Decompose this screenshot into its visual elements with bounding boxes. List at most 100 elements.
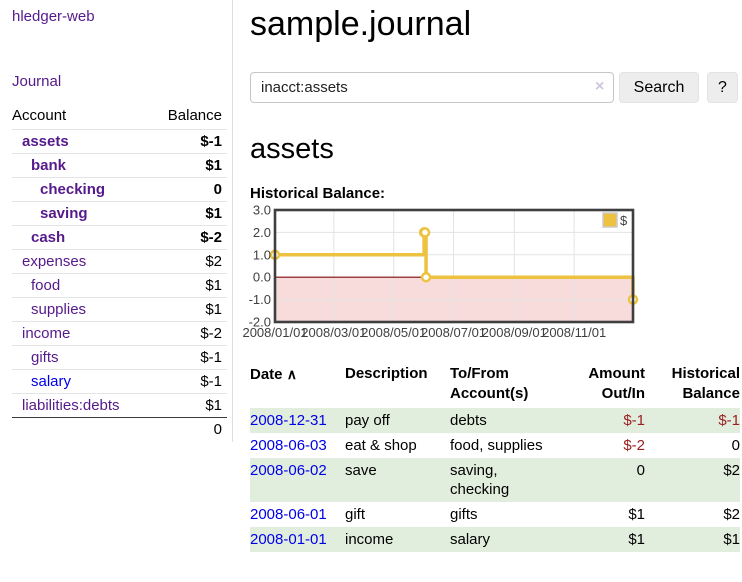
register-header-accounts[interactable]: To/From Account(s) <box>450 365 529 402</box>
accounts-header-row: Account Balance <box>12 103 227 130</box>
accounts-total-row: 0 <box>12 417 227 441</box>
account-row: cash $-2 <box>12 225 227 250</box>
y-tick-label: 0.0 <box>253 270 271 285</box>
account-row: expenses $2 <box>12 249 227 274</box>
transaction-balance: $2 <box>723 506 740 523</box>
legend-swatch-icon <box>602 212 618 228</box>
accounts-total-value: 0 <box>150 417 227 441</box>
register-row: 2008-01-01 income salary $1 $1 <box>250 527 740 552</box>
account-link[interactable]: supplies <box>31 301 87 318</box>
transaction-accounts: debts <box>450 412 487 429</box>
register-row: 2008-12-31 pay off debts $-1 $-1 <box>250 408 740 433</box>
account-row: saving $1 <box>12 201 227 226</box>
register-header-description[interactable]: Description <box>345 365 428 382</box>
clear-search-icon[interactable]: × <box>595 78 605 95</box>
transaction-description: income <box>345 531 394 548</box>
transaction-description: save <box>345 462 377 479</box>
register-header-date[interactable]: Date ∧ <box>250 366 297 383</box>
account-link[interactable]: saving <box>40 205 88 222</box>
register-header-balance[interactable]: Historical Balance <box>671 365 740 402</box>
sidebar: hledger-web Journal Account Balance asse… <box>0 0 233 442</box>
transaction-amount: $1 <box>628 531 645 548</box>
account-heading: assets <box>250 133 334 165</box>
account-row: assets $-1 <box>12 129 227 154</box>
transaction-date-link[interactable]: 2008-01-01 <box>250 531 327 548</box>
transaction-amount: $1 <box>628 506 645 523</box>
historical-balance-chart: $ 3.0 2.0 1.0 0.0 -1.0 -2.0 2008/01/012008/03… <box>242 203 639 340</box>
transaction-date-link[interactable]: 2008-06-03 <box>250 437 327 454</box>
transaction-description: gift <box>345 506 366 523</box>
account-balance: $1 <box>150 273 227 298</box>
account-balance: $1 <box>150 393 227 418</box>
search-button[interactable]: Search <box>619 72 699 103</box>
account-balance: $1 <box>150 297 227 322</box>
transaction-date-link[interactable]: 2008-06-02 <box>250 462 327 479</box>
transaction-description: eat & shop <box>345 437 417 454</box>
account-link[interactable]: bank <box>31 157 67 174</box>
y-tick-label: 3.0 <box>253 203 271 218</box>
brand-link[interactable]: hledger-web <box>12 8 95 25</box>
sidebar-item-journal[interactable]: Journal <box>12 73 62 90</box>
account-link[interactable]: income <box>22 325 71 342</box>
chart-x-axis-labels: 2008/01/012008/03/012008/05/012008/07/01… <box>242 325 606 340</box>
account-link[interactable]: cash <box>31 229 66 246</box>
transaction-balance: 0 <box>731 437 740 454</box>
x-tick-label: 2008/05/01 <box>361 325 426 340</box>
legend-label: $ <box>620 213 628 228</box>
account-balance: $-1 <box>150 129 227 154</box>
account-balance: $1 <box>150 153 227 178</box>
register-table: Date ∧ Description To/From Account(s) Am… <box>250 362 740 552</box>
x-tick-label: 2008/11/01 <box>542 325 606 340</box>
account-link[interactable]: checking <box>40 181 106 198</box>
register-row: 2008-06-02 save saving, checking 0 $2 <box>250 458 740 502</box>
transaction-amount: $-2 <box>623 437 645 454</box>
y-tick-label: -1.0 <box>249 292 271 307</box>
chart-legend: $ <box>602 212 628 228</box>
account-row: bank $1 <box>12 153 227 178</box>
transaction-date-link[interactable]: 2008-12-31 <box>250 412 327 429</box>
account-link[interactable]: expenses <box>22 253 87 270</box>
account-balance: $-2 <box>150 321 227 346</box>
account-balance: $1 <box>150 201 227 226</box>
transaction-balance: $2 <box>723 462 740 479</box>
chart-data-points <box>269 227 639 305</box>
transaction-accounts: food, supplies <box>450 437 543 454</box>
x-tick-label: 2008/03/01 <box>301 325 366 340</box>
account-row: liabilities:debts $1 <box>12 393 227 418</box>
account-balance: $-1 <box>150 369 227 394</box>
transaction-date-link[interactable]: 2008-06-01 <box>250 506 327 523</box>
account-link[interactable]: liabilities:debts <box>22 397 120 414</box>
account-link[interactable]: food <box>31 277 61 294</box>
account-balance: $2 <box>150 249 227 274</box>
account-balance: $-2 <box>150 225 227 250</box>
data-point-marker <box>420 271 432 283</box>
accounts-header-account: Account <box>12 107 67 124</box>
data-point-marker <box>419 227 431 238</box>
account-row: checking 0 <box>12 177 227 202</box>
register-row: 2008-06-01 gift gifts $1 $2 <box>250 502 740 527</box>
search-input[interactable] <box>250 72 614 103</box>
transaction-accounts: saving, checking <box>450 462 510 498</box>
account-link[interactable]: salary <box>31 373 72 390</box>
account-row: salary $-1 <box>12 369 227 394</box>
transaction-accounts: gifts <box>450 506 478 523</box>
main-content: sample.journal × Search ? assets Histori… <box>242 0 742 582</box>
search-form: × Search ? <box>250 72 742 103</box>
register-row: 2008-06-03 eat & shop food, supplies $-2… <box>250 433 740 458</box>
register-header-amount[interactable]: Amount Out/In <box>588 365 645 402</box>
account-link[interactable]: gifts <box>31 349 59 366</box>
account-row: supplies $1 <box>12 297 227 322</box>
page-title: sample.journal <box>250 5 472 43</box>
transaction-amount: 0 <box>636 462 645 479</box>
accounts-header-balance: Balance <box>167 107 222 124</box>
account-row: gifts $-1 <box>12 345 227 370</box>
account-row: food $1 <box>12 273 227 298</box>
x-tick-label: 2008/01/01 <box>242 325 307 340</box>
register-header-row: Date ∧ Description To/From Account(s) Am… <box>250 362 740 408</box>
account-link[interactable]: assets <box>22 133 69 150</box>
y-tick-label: -2.0 <box>249 315 271 330</box>
account-balance: 0 <box>150 177 227 202</box>
chart-border <box>273 208 635 324</box>
help-button[interactable]: ? <box>707 72 738 103</box>
